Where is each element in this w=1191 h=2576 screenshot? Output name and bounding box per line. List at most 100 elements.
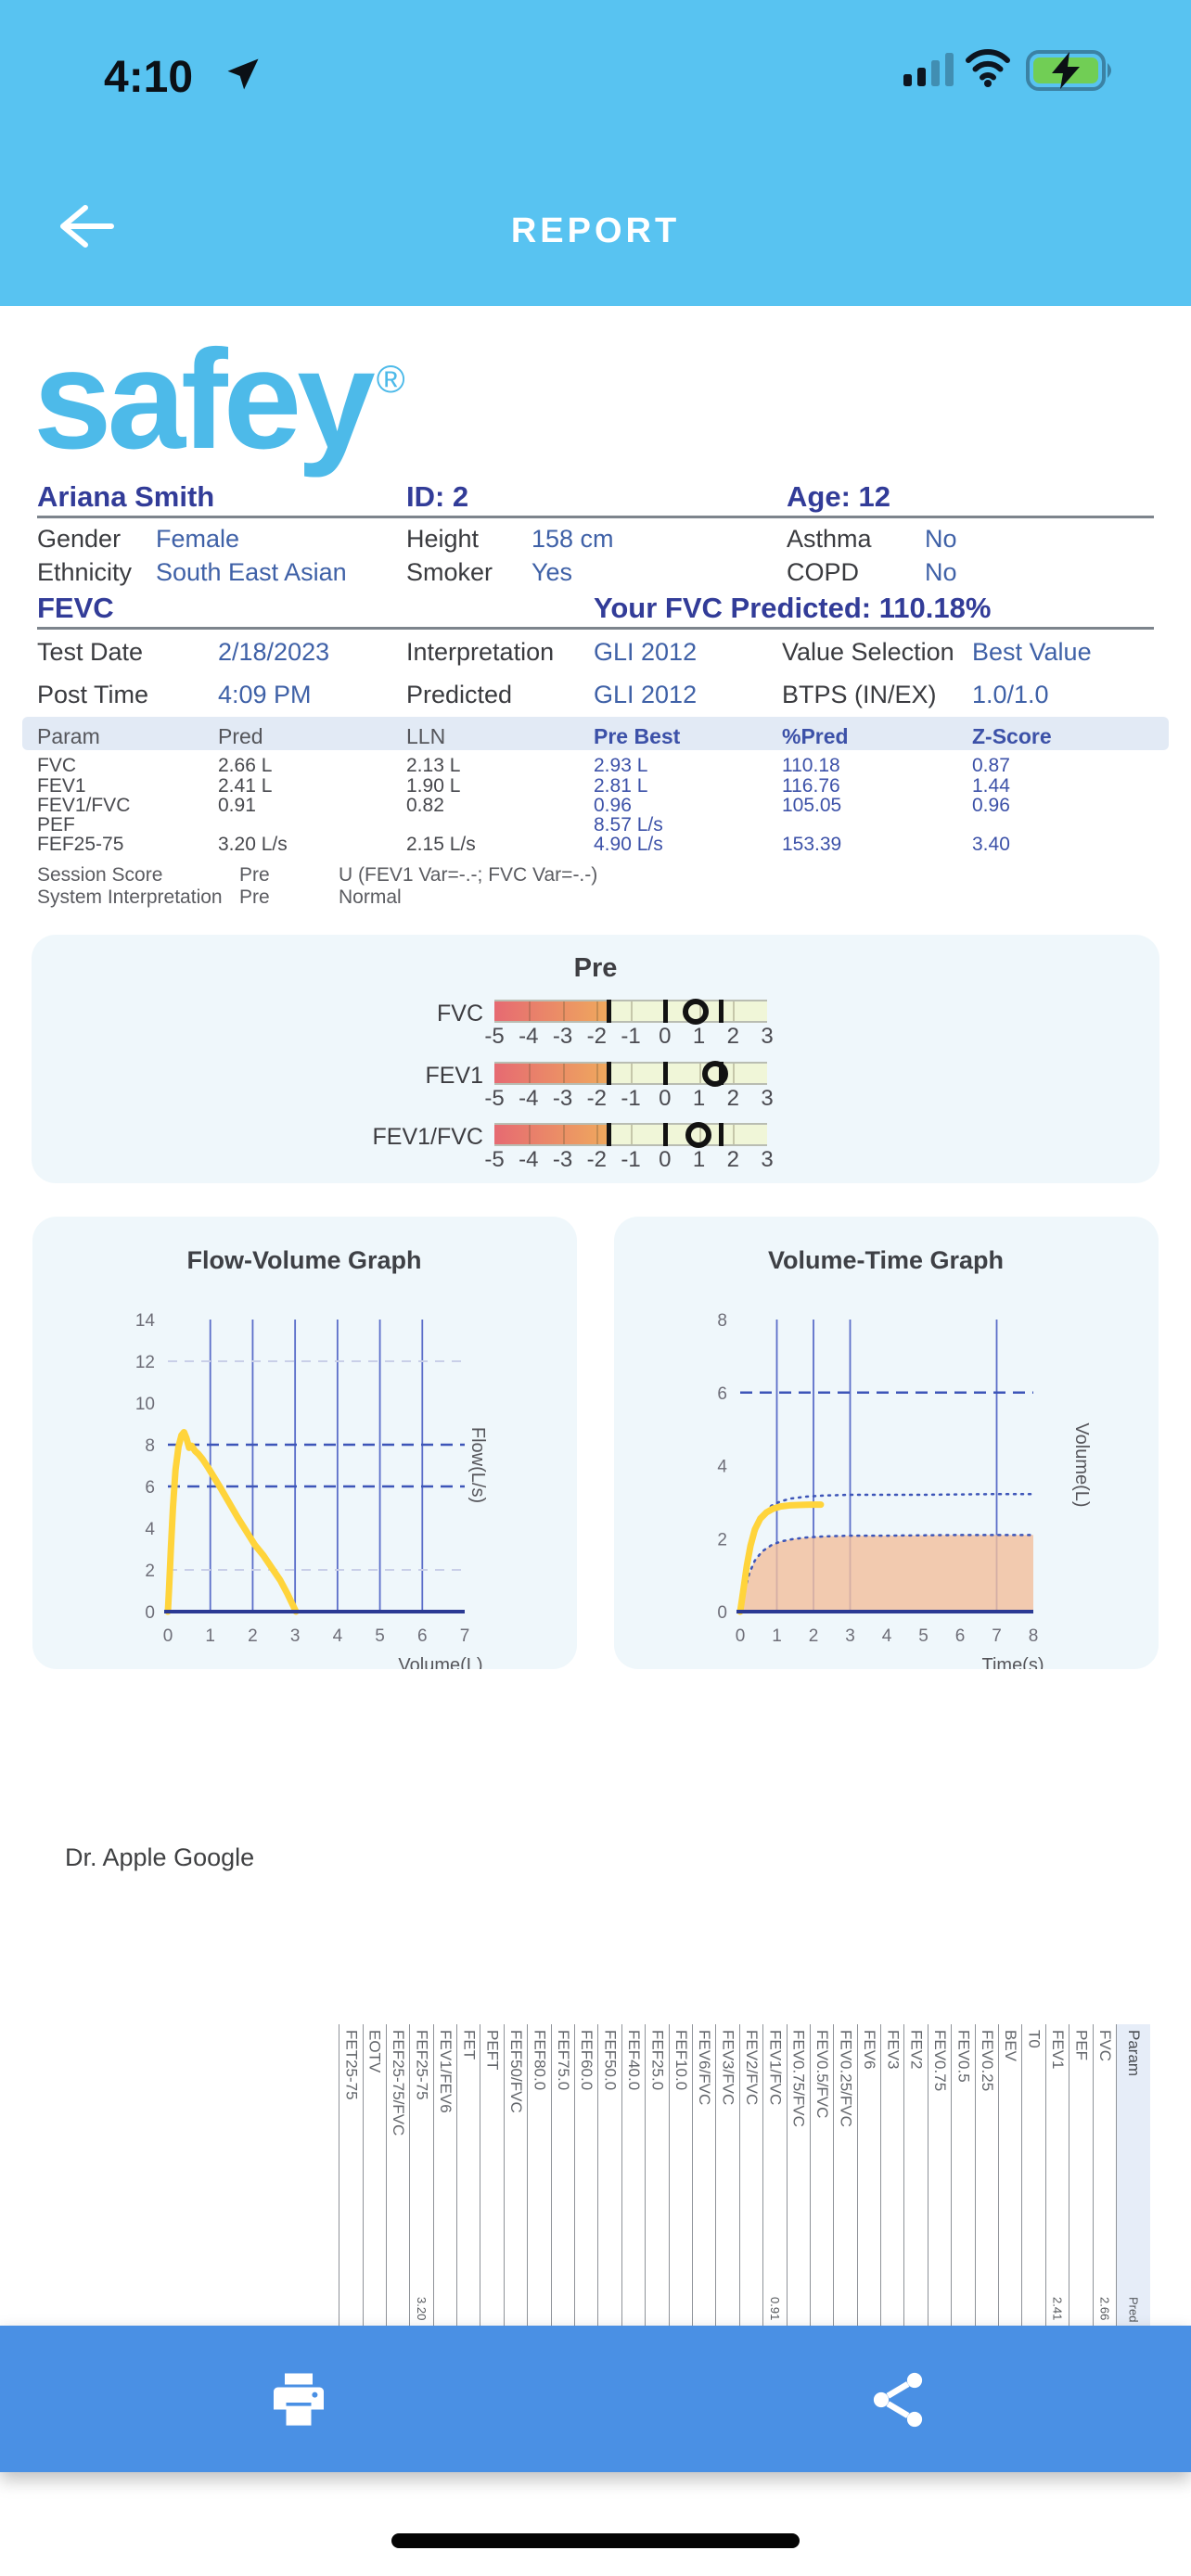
sideways-row-FEF50.0: FEF50.0 [597, 2024, 621, 2326]
field-value: GLI 2012 [594, 638, 698, 666]
y-tick-label: 8 [717, 1311, 727, 1331]
field-label: COPD [787, 558, 860, 586]
sideways-param-name: FEV0.75 [931, 2030, 950, 2092]
gauge-value-marker [685, 1122, 712, 1148]
sideways-param-name: PEF [1072, 2030, 1091, 2061]
field-label: Post Time [37, 681, 149, 708]
x-tick-label: 8 [1029, 1626, 1039, 1646]
gauge-axis-number: -1 [621, 1147, 641, 1172]
results-cell: 0.96 [594, 795, 632, 816]
gauge-tick [733, 1001, 736, 1021]
gauge-axis-number: 3 [761, 1024, 774, 1049]
registered-mark: ® [376, 357, 405, 401]
y-tick-label: 10 [135, 1395, 155, 1414]
zscore-gauge [494, 1061, 767, 1087]
patient-age: Age: 12 [787, 480, 890, 513]
gauge-axis-number: 2 [726, 1024, 739, 1049]
page-title: REPORT [510, 211, 681, 250]
x-tick-label: 5 [375, 1626, 385, 1646]
gauge-value-marker [701, 1061, 728, 1087]
fvc-predicted: Your FVC Predicted: 110.18% [594, 592, 992, 624]
sideways-row-BEV: BEV [998, 2024, 1021, 2326]
gauge-value-marker [682, 999, 709, 1025]
safey-logo: safey ® [33, 321, 405, 478]
x-tick-label: 6 [955, 1626, 966, 1646]
gauge-tick [528, 1064, 531, 1083]
sideways-header-strip: Param Pred [1116, 2024, 1150, 2326]
gauge-tick [631, 1125, 633, 1144]
gauge-tick [631, 1064, 633, 1083]
sideways-row-FEV0.5: FEV0.5 [951, 2024, 974, 2326]
field-label: Interpretation [406, 638, 555, 666]
sideways-param-name: BEV [1002, 2030, 1020, 2062]
field-value: No [925, 525, 957, 553]
y-tick-label: 2 [145, 1562, 155, 1581]
sideways-row-FEV2/FVC: FEV2/FVC [738, 2024, 762, 2326]
sideways-param-name: FEF10.0 [672, 2030, 690, 2091]
x-tick-label: 3 [290, 1626, 301, 1646]
x-tick-label: 2 [248, 1626, 258, 1646]
gauge-threshold-mark [607, 1000, 612, 1023]
bottom-toolbar [0, 2326, 1191, 2472]
gauge-axis-number: 3 [761, 1147, 774, 1172]
x-tick-label: 4 [882, 1626, 892, 1646]
sideways-param-name: FEF50/FVC [507, 2030, 526, 2113]
home-indicator[interactable] [391, 2533, 800, 2548]
results-cell: 3.20 L/s [218, 834, 288, 855]
col-header: LLN [406, 724, 446, 748]
sideways-param-name: PEFT [483, 2030, 502, 2071]
gauge-axis-number: 2 [726, 1147, 739, 1172]
x-tick-label: 1 [772, 1626, 782, 1646]
x-tick-label: 2 [809, 1626, 819, 1646]
results-cell: 153.39 [782, 834, 842, 855]
gauge-threshold-mark [662, 1062, 668, 1085]
field-label: BTPS (IN/EX) [782, 681, 937, 708]
sideways-row-FEF25-75/FVC: FEF25-75/FVC [385, 2024, 409, 2326]
gauge-tick [631, 1001, 633, 1021]
results-cell: 116.76 [782, 775, 840, 797]
sideways-pred-value: 3.20 [414, 2297, 429, 2321]
y-tick-label: 2 [717, 1530, 727, 1549]
field-label: Value Selection [782, 638, 954, 666]
results-cell: 1.44 [972, 775, 1010, 797]
results-cell: 2.93 L [594, 755, 648, 776]
field-value: GLI 2012 [594, 681, 698, 708]
back-button[interactable] [54, 202, 119, 250]
gauge-axis-number: -3 [552, 1147, 573, 1172]
gauge-axis-number: -3 [552, 1024, 573, 1049]
gauge-tick [562, 1001, 565, 1021]
gauge-axis-number: -4 [519, 1086, 539, 1111]
sideways-param-name: FEF80.0 [531, 2030, 549, 2091]
sideways-row-FEF40.0: FEF40.0 [621, 2024, 645, 2326]
results-cell: 0.96 [972, 795, 1010, 816]
gauge-tick [528, 1001, 531, 1021]
gauge-axis-number: -5 [484, 1086, 505, 1111]
sideways-param-name: EOTV [365, 2030, 384, 2073]
gauge-axis-number: 3 [761, 1086, 774, 1111]
sideways-row-FEV2: FEV2 [903, 2024, 927, 2326]
results-cell: 0.91 [218, 795, 256, 816]
wifi-icon [966, 49, 1010, 87]
volume-time-chart: Volume-Time Graph 0 2 4 6 8 0 1 2 3 4 5 6 7 8 Time(s) Vo… [717, 1246, 1092, 1676]
results-cell: FVC [37, 755, 76, 776]
sideways-row-FEV6/FVC: FEV6/FVC [691, 2024, 715, 2326]
sideways-row-FET: FET [456, 2024, 480, 2326]
gauge-threshold-mark [719, 1123, 724, 1146]
patient-id: ID: 2 [406, 480, 469, 513]
sideways-param-name: FVC [1095, 2030, 1114, 2061]
gauge-axis-number: 0 [659, 1024, 672, 1049]
x-tick-label: 0 [163, 1626, 173, 1646]
field-label: Smoker [406, 558, 493, 586]
sideways-param-name: T0 [1025, 2030, 1044, 2048]
chart-title: Flow-Volume Graph [186, 1246, 421, 1274]
results-cell: 105.05 [782, 795, 842, 816]
sideways-row-FEF25-75: FEF25-75 3.20 [409, 2024, 432, 2326]
field-value: Female [156, 525, 240, 553]
results-cell: 1.90 L [406, 775, 461, 797]
sideways-param-name: FEV2/FVC [742, 2030, 761, 2106]
results-cell: FEV1/FVC [37, 795, 131, 816]
print-button[interactable] [265, 2366, 332, 2433]
y-tick-label: 0 [717, 1603, 727, 1623]
share-button[interactable] [864, 2366, 931, 2433]
